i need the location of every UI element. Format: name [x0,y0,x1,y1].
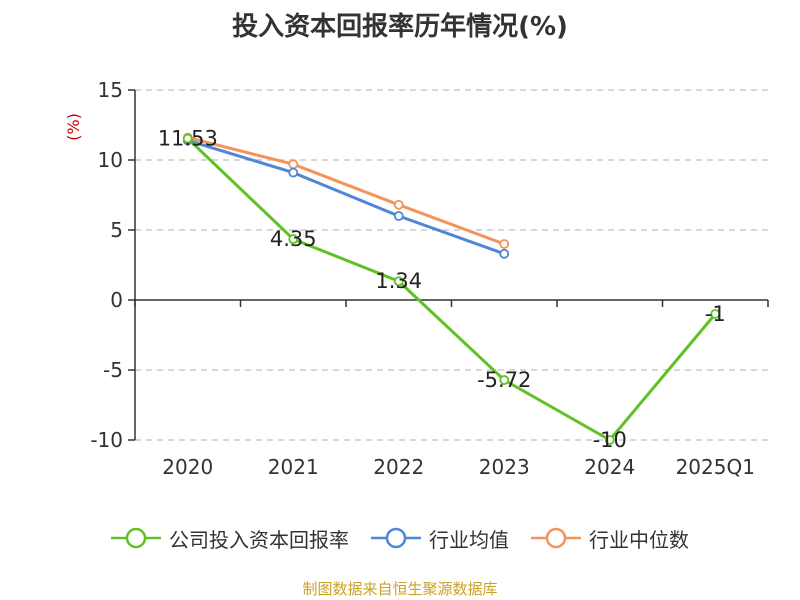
data-point [288,167,299,178]
data-point [288,234,299,245]
data-label: -1 [705,302,726,326]
data-point [393,199,404,210]
data-point [393,211,404,221]
legend-label: 行业均值 [429,527,509,552]
data-point [499,375,510,385]
y-tick-label: 0 [110,288,123,312]
data-label: 11.53 [158,127,218,151]
legend-line-marker-icon [531,527,581,549]
x-tick-label: 2025Q1 [676,455,755,479]
legend-item[interactable]: 公司投入资本回报率 [111,524,349,553]
data-label: -5.72 [477,368,531,392]
data-point [393,276,404,287]
data-label: 4.35 [270,227,317,251]
data-point [288,159,299,170]
chart-title: 投入资本回报率历年情况(%) [232,12,568,42]
line-chart: 15 10 5 0 -5 -10 2020 2021 2022 2023 2024 2025Q1 11.… [90,78,769,479]
y-tick-label: -5 [103,358,123,382]
legend-label: 公司投入资本回报率 [169,527,349,552]
legend-line-marker-icon [111,527,161,549]
legend-item[interactable]: 行业均值 [371,524,509,553]
series-line [186,137,717,442]
data-source-note: 制图数据来自恒生聚源数据库 [302,580,498,598]
legend-item[interactable]: 行业中位数 [531,524,689,553]
data-point [499,248,510,259]
x-tick-label: 2020 [162,455,213,479]
legend-line-marker-icon [371,527,421,549]
series-line [187,138,505,256]
data-point [499,239,510,249]
x-tick-label: 2021 [268,455,319,479]
y-tick-label: 5 [110,218,123,242]
y-tick-label: 10 [98,148,123,172]
x-tick-label: 2024 [584,455,635,479]
data-label: 1.34 [375,269,422,293]
data-label: -10 [593,428,627,452]
series-line [187,136,505,246]
legend-label: 行业中位数 [589,527,689,552]
x-tick-label: 2023 [479,455,530,479]
y-tick-label: -10 [90,428,123,452]
data-point [710,309,721,319]
chart-legend: 公司投入资本回报率 行业均值 行业中位数 [0,518,800,558]
x-tick-label: 2022 [373,455,424,479]
y-tick-label: 15 [98,78,123,102]
data-point [604,435,615,445]
data-point [182,133,193,144]
